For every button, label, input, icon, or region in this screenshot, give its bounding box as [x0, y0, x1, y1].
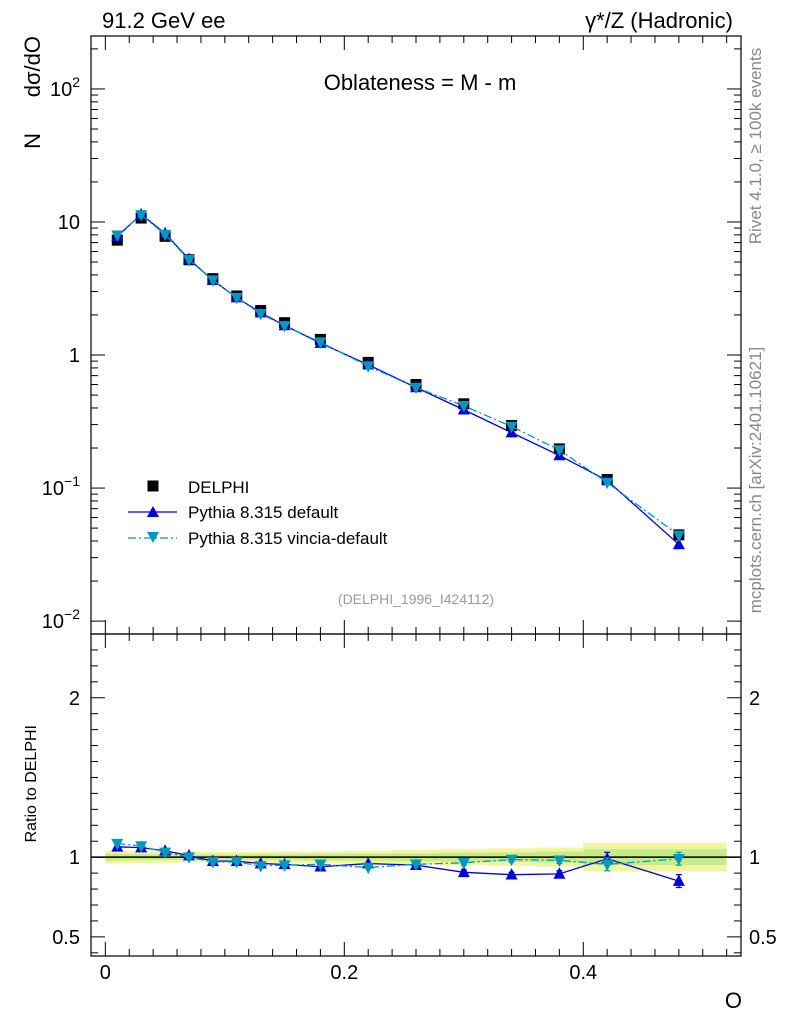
data-point — [601, 477, 614, 490]
data-point — [135, 210, 148, 222]
source-label: mcplots.cern.ch [arXiv:2401.10621] — [746, 347, 765, 613]
main-axes: 10−2 10−1 1 10 102 — [42, 36, 741, 634]
legend-marker-pythia-vincia — [147, 532, 159, 543]
ratio-y-tick-label: 1 — [69, 847, 80, 869]
ratio-data-point — [254, 861, 267, 873]
ratio-data-point — [601, 859, 614, 871]
legend-item-pythia-default: Pythia 8.315 default — [128, 503, 339, 522]
ratio-data-point — [278, 860, 291, 872]
ratio-axes: 0.5 0.5 1 1 2 2 0 0.2 0.4 — [52, 634, 777, 984]
ratio-data-point — [182, 852, 195, 864]
ratio-data-point — [553, 855, 566, 867]
ratio-panel: 0.5 0.5 1 1 2 2 0 0.2 0.4 Ratio to DELPHI O — [23, 633, 777, 1013]
y-tick-label: 102 — [50, 74, 80, 101]
data-point — [410, 382, 422, 395]
ratio-y-tick-label-right: 2 — [749, 688, 760, 710]
data-point — [206, 275, 219, 287]
y-tick-label: 10−1 — [42, 473, 80, 500]
data-point — [314, 337, 327, 349]
y-axis-label: dσ/dO — [20, 36, 45, 97]
ratio-series-line — [117, 846, 680, 882]
data-point — [182, 254, 195, 267]
ratio-y-tick-label-right: 1 — [749, 847, 760, 869]
x-axis-label: O — [725, 988, 742, 1013]
ratio-data-layer — [91, 838, 741, 889]
x-tick-label: 0.2 — [330, 962, 358, 984]
ratio-series-line — [117, 842, 679, 869]
ratio-series-pythia-8-315-vincia-default — [111, 838, 685, 875]
data-point — [159, 229, 172, 242]
data-point — [505, 421, 518, 434]
data-point — [254, 309, 267, 321]
data-point — [278, 320, 291, 333]
y-tick-label: 10−2 — [42, 606, 80, 633]
ratio-y-axis-label: Ratio to DELPHI — [23, 725, 40, 842]
ratio-y-tick-label-right: 0.5 — [749, 927, 777, 949]
ratio-y-tick-label: 0.5 — [52, 927, 80, 949]
process-label: γ*/Z (Hadronic) — [585, 8, 733, 33]
energy-label: 91.2 GeV ee — [102, 8, 226, 33]
ratio-data-point — [362, 862, 375, 875]
ratio-data-point — [410, 859, 422, 871]
data-point — [457, 401, 470, 413]
ratio-data-point — [553, 867, 566, 879]
legend-marker-pythia-default — [147, 506, 159, 517]
rivet-label: Rivet 4.1.0, ≥ 100k events — [746, 48, 765, 244]
series-line — [116, 213, 680, 545]
series-pythia-8-315-default — [111, 207, 685, 550]
series-pythia-8-315-vincia-default — [111, 210, 685, 542]
legend-label-delphi: DELPHI — [188, 478, 249, 497]
data-point — [553, 445, 566, 457]
ratio-data-point — [505, 854, 518, 867]
ratio-data-point — [230, 857, 243, 869]
plot-title: Oblateness = M - m — [324, 70, 517, 95]
data-point — [230, 292, 243, 305]
y-tick-label: 1 — [69, 345, 80, 367]
ratio-data-point — [111, 838, 124, 851]
process-suffix: (Hadronic) — [624, 8, 733, 33]
y-axis-label-n: N — [20, 133, 45, 149]
x-tick-label: 0 — [100, 962, 111, 984]
ratio-data-point — [457, 865, 470, 878]
legend-item-pythia-vincia: Pythia 8.315 vincia-default — [128, 529, 388, 548]
ratio-data-point — [206, 857, 219, 869]
data-point — [672, 537, 685, 550]
data-point — [362, 361, 375, 373]
ratio-data-point — [505, 868, 518, 880]
legend-item-delphi: DELPHI — [147, 478, 249, 497]
legend: DELPHI Pythia 8.315 default Pythia 8.315… — [128, 478, 388, 548]
analysis-id: (DELPHI_1996_I424112) — [338, 591, 494, 607]
ratio-data-point — [672, 853, 685, 866]
legend-label-pythia-default: Pythia 8.315 default — [188, 503, 339, 522]
ratio-y-tick-label: 2 — [69, 688, 80, 710]
ratio-data-point — [159, 847, 172, 859]
ratio-frame — [90, 633, 742, 957]
data-point — [672, 530, 685, 542]
process-prefix: γ*/Z — [585, 8, 624, 33]
y-tick-label: 10 — [58, 212, 80, 234]
legend-marker-delphi — [147, 480, 159, 492]
data-point — [111, 230, 124, 242]
main-data-layer — [111, 207, 685, 550]
ratio-data-point — [314, 859, 327, 871]
legend-label-pythia-vincia: Pythia 8.315 vincia-default — [188, 529, 388, 548]
ratio-data-point — [672, 874, 685, 886]
ratio-data-point — [457, 857, 470, 870]
x-tick-label: 0.4 — [569, 962, 597, 984]
ratio-data-point — [135, 841, 148, 853]
